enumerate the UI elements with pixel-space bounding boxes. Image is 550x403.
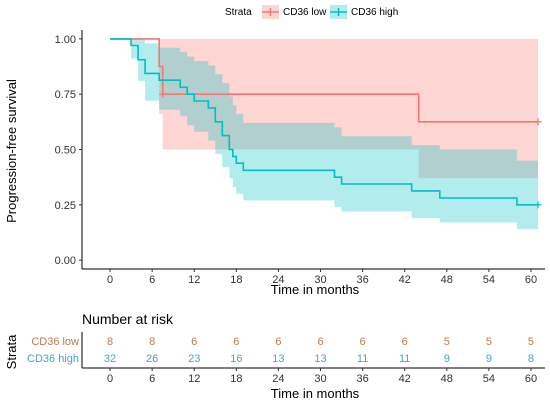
risk-count-cd36-low: 5 — [486, 336, 492, 348]
y-tick-label: 0.25 — [55, 200, 76, 212]
y-tick-label: 0.50 — [55, 145, 76, 157]
confidence-band-cd36-low — [110, 38, 538, 179]
censor-mark-cd36-high — [534, 201, 542, 209]
y-axis-title: Progression-free survival — [4, 79, 19, 223]
risk-count-cd36-high: 32 — [104, 353, 116, 365]
risk-count-cd36-high: 8 — [528, 353, 534, 365]
x-tick-label: 54 — [483, 274, 495, 286]
risk-row-cd36-low: CD36 low 8 8 6 6 6 6 6 6 5 5 5 — [31, 336, 534, 348]
risk-table: Number at risk Strata CD36 low 8 8 6 6 6 6 6 6 5 5… — [4, 311, 545, 401]
risk-x-tick-label: 42 — [399, 373, 411, 385]
censor-mark-cd36-low — [534, 118, 542, 126]
risk-row-label-cd36-low: CD36 low — [31, 336, 79, 348]
risk-count-cd36-low: 5 — [528, 336, 534, 348]
x-ticks: 0 6 12 18 24 30 36 42 48 54 60 — [107, 269, 537, 286]
risk-count-cd36-low: 5 — [444, 336, 450, 348]
x-tick-label: 30 — [314, 274, 326, 286]
risk-x-tick-label: 0 — [107, 373, 113, 385]
risk-x-tick-label: 30 — [314, 373, 326, 385]
x-tick-label: 60 — [525, 274, 537, 286]
risk-row-label-cd36-high: CD36 high — [27, 353, 79, 365]
legend-label-cd36-low: CD36 low — [283, 7, 327, 18]
x-tick-label: 12 — [188, 274, 200, 286]
risk-count-cd36-low: 6 — [233, 336, 239, 348]
legend: Strata CD36 low CD36 high — [225, 5, 398, 19]
censor-mark-cd36-low — [159, 90, 167, 98]
legend-label-cd36-high: CD36 high — [351, 7, 398, 18]
x-tick-label: 36 — [356, 274, 368, 286]
risk-count-cd36-low: 8 — [149, 336, 155, 348]
risk-table-y-title: Strata — [4, 334, 19, 369]
risk-count-cd36-low: 6 — [191, 336, 197, 348]
risk-x-tick-label: 12 — [188, 373, 200, 385]
risk-count-cd36-high: 13 — [272, 353, 284, 365]
survival-curve-cd36-high — [110, 38, 538, 206]
y-ticks: 0.00 0.25 0.50 0.75 1.00 — [55, 34, 82, 267]
risk-count-cd36-low: 6 — [402, 336, 408, 348]
x-tick-label: 42 — [399, 274, 411, 286]
legend-title: Strata — [225, 7, 252, 18]
risk-x-tick-label: 48 — [441, 373, 453, 385]
risk-x-tick-label: 6 — [149, 373, 155, 385]
risk-count-cd36-high: 16 — [230, 353, 242, 365]
legend-item-cd36-high: CD36 high — [330, 5, 398, 19]
x-axis-title: Time in months — [271, 282, 360, 297]
risk-rows: CD36 low 8 8 6 6 6 6 6 6 5 5 5 CD36 high 32 26 23 16 13 13… — [27, 336, 534, 365]
risk-table-title: Number at risk — [82, 311, 174, 327]
risk-count-cd36-high: 9 — [486, 353, 492, 365]
risk-count-cd36-high: 26 — [146, 353, 158, 365]
risk-count-cd36-low: 6 — [360, 336, 366, 348]
confidence-bands — [110, 38, 538, 230]
risk-count-cd36-low: 8 — [107, 336, 113, 348]
survival-plot: 0.00 0.25 0.50 0.75 1.00 0 6 12 18 24 30 36 42 48 54 6… — [4, 30, 545, 297]
risk-row-cd36-high: CD36 high 32 26 23 16 13 13 11 11 9 9 8 — [27, 353, 534, 365]
x-tick-label: 24 — [272, 274, 284, 286]
x-tick-label: 0 — [107, 274, 113, 286]
risk-count-cd36-high: 23 — [188, 353, 200, 365]
censor-marks — [159, 90, 542, 209]
risk-count-cd36-high: 9 — [444, 353, 450, 365]
legend-item-cd36-low: CD36 low — [262, 5, 327, 19]
x-tick-label: 48 — [441, 274, 453, 286]
risk-x-tick-label: 36 — [356, 373, 368, 385]
x-tick-label: 6 — [149, 274, 155, 286]
y-tick-label: 0.75 — [55, 89, 76, 101]
risk-count-cd36-low: 6 — [317, 336, 323, 348]
confidence-band-cd36-high — [110, 38, 538, 230]
y-tick-label: 0.00 — [55, 255, 76, 267]
risk-x-tick-label: 54 — [483, 373, 495, 385]
x-tick-label: 18 — [230, 274, 242, 286]
risk-x-ticks: 0 6 12 18 24 30 36 42 48 54 60 — [107, 368, 537, 385]
risk-x-axis-title: Time in months — [271, 386, 360, 401]
y-tick-label: 1.00 — [55, 34, 76, 46]
risk-x-tick-label: 24 — [272, 373, 284, 385]
survival-curves — [110, 38, 538, 206]
risk-count-cd36-high: 11 — [357, 353, 368, 365]
risk-count-cd36-low: 6 — [275, 336, 281, 348]
risk-x-tick-label: 18 — [230, 373, 242, 385]
risk-count-cd36-high: 11 — [399, 353, 410, 365]
risk-x-tick-label: 60 — [525, 373, 537, 385]
risk-count-cd36-high: 13 — [314, 353, 326, 365]
